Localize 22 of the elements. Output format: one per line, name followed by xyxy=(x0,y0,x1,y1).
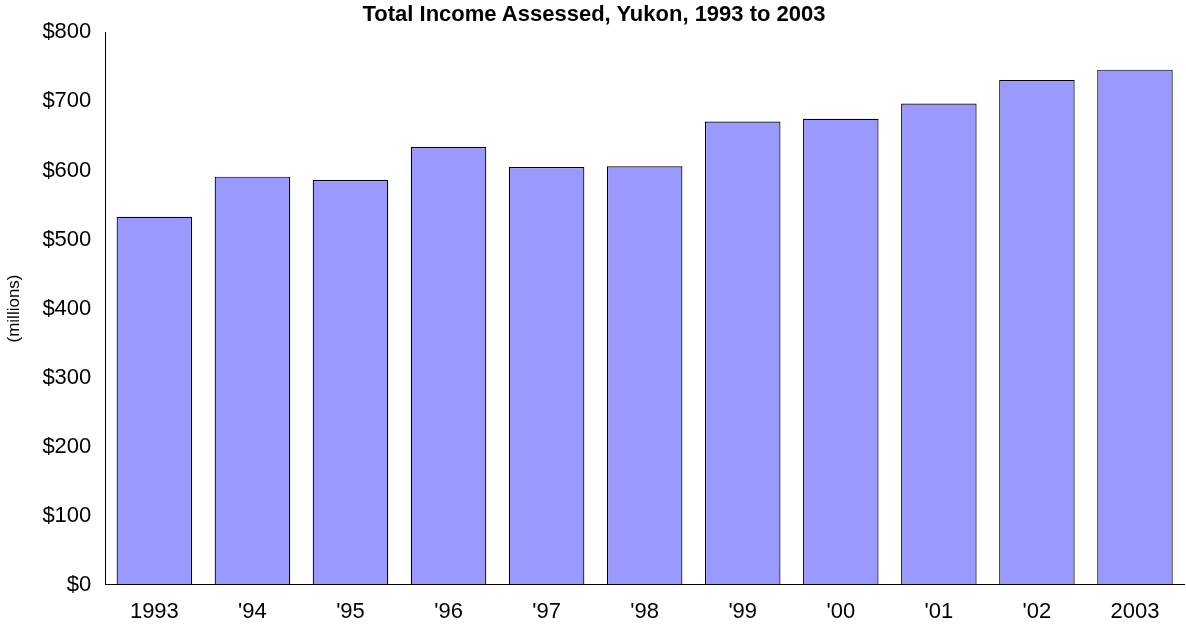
y-tick-label: $200 xyxy=(42,432,92,458)
x-tick-label: '94 xyxy=(238,597,267,623)
x-tick-label: '99 xyxy=(728,597,758,623)
y-tick-label: $300 xyxy=(42,363,92,389)
y-axis-title: (millions) xyxy=(3,274,23,343)
x-tick-label: '02 xyxy=(1022,597,1052,623)
chart-title: Total Income Assessed, Yukon, 1993 to 2003 xyxy=(362,1,826,27)
x-tick-label: '96 xyxy=(434,597,463,623)
y-tick-label: $700 xyxy=(42,87,92,113)
y-tick-label: $600 xyxy=(42,156,92,182)
y-tick-label: $0 xyxy=(66,570,92,596)
x-tick-label: 1993 xyxy=(129,597,179,623)
y-tick-label: $500 xyxy=(42,225,92,251)
y-tick-label: $800 xyxy=(42,18,92,44)
x-tick-label: '97 xyxy=(532,597,561,623)
x-tick-label: '98 xyxy=(630,597,660,623)
y-tick-label: $100 xyxy=(42,501,92,527)
y-tick-label: $400 xyxy=(42,294,92,320)
x-tick-label: '95 xyxy=(336,597,365,623)
x-tick-label: 2003 xyxy=(1110,597,1160,623)
x-tick-label: '00 xyxy=(826,597,856,623)
x-tick-label: '01 xyxy=(924,597,954,623)
